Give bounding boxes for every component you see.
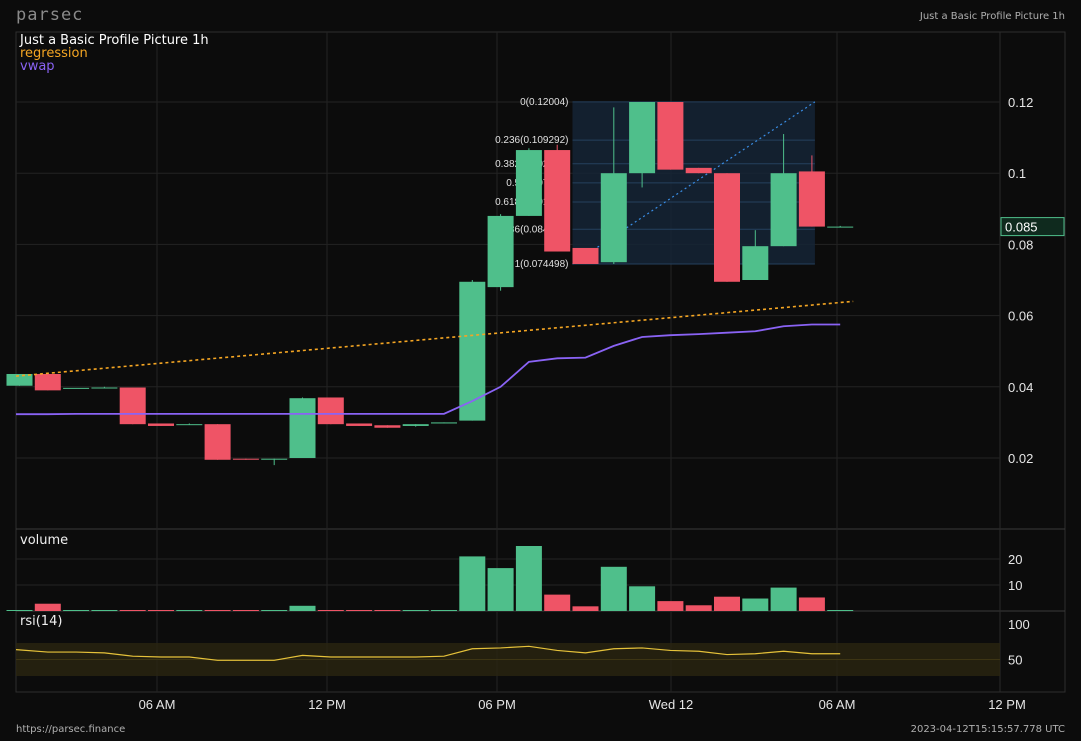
- y-tick-label: 0.12: [1008, 95, 1033, 110]
- chart-legend: Just a Basic Profile Picture 1h regressi…: [20, 34, 209, 73]
- volume-bar: [770, 587, 797, 611]
- volume-bar: [176, 610, 203, 611]
- candle-body: [232, 458, 259, 460]
- volume-bar: [148, 610, 174, 611]
- volume-bar: [742, 598, 769, 611]
- volume-bar: [91, 610, 118, 611]
- candle-body: [714, 173, 740, 282]
- volume-bar: [657, 601, 684, 611]
- fib-level-label: 0.236(0.109292): [495, 135, 568, 146]
- y-tick-label: 0.08: [1008, 237, 1033, 252]
- footer-timestamp: 2023-04-12T15:15:57.778 UTC: [910, 724, 1065, 735]
- volume-bar: [798, 597, 825, 611]
- volume-bar: [289, 605, 316, 611]
- candle-body: [685, 167, 712, 174]
- volume-bar: [374, 610, 401, 611]
- fib-level-label: 0(0.12004): [520, 97, 568, 108]
- current-price-tag: [1000, 217, 1065, 237]
- candle-body: [629, 102, 656, 174]
- volume-tick-label: 10: [1008, 578, 1022, 593]
- candle-body: [34, 373, 61, 391]
- volume-bar: [34, 603, 61, 611]
- candle-body: [459, 281, 486, 421]
- y-tick-label: 0.04: [1008, 380, 1033, 395]
- volume-bar: [515, 546, 542, 611]
- vwap-line: [16, 323, 841, 416]
- candle-body: [374, 425, 401, 428]
- rsi-tick-label: 50: [1008, 653, 1022, 668]
- volume-bar: [119, 610, 146, 611]
- y-tick-label: 0.1: [1008, 166, 1026, 181]
- y-tick-label: 0.06: [1008, 309, 1033, 324]
- candle-body: [827, 226, 854, 228]
- candle-body: [431, 422, 457, 424]
- candle-body: [317, 397, 344, 425]
- candle-body: [6, 373, 33, 386]
- volume-bar: [459, 556, 486, 611]
- legend-vwap[interactable]: vwap: [20, 59, 55, 74]
- volume-bar: [261, 610, 288, 611]
- volume-bar: [317, 610, 344, 611]
- x-tick-label: 06 PM: [478, 697, 516, 712]
- candle-body: [657, 102, 684, 170]
- volume-bar: [572, 606, 599, 611]
- volume-bar: [431, 610, 457, 611]
- volume-bar: [629, 586, 656, 611]
- footer-url[interactable]: https://parsec.finance: [16, 724, 126, 735]
- legend-title: Just a Basic Profile Picture 1h: [20, 33, 209, 48]
- parsec-logo[interactable]: parsec: [16, 5, 84, 25]
- legend-regression[interactable]: regression: [20, 46, 88, 61]
- y-tick-label: 0.02: [1008, 451, 1033, 466]
- chart-frame: [15, 31, 1066, 693]
- candle-body: [346, 423, 373, 426]
- volume-bar: [63, 610, 90, 611]
- fib-level-label: 0.786(0.084244): [495, 224, 568, 235]
- candle-body: [572, 247, 599, 264]
- fib-trend-line: [572, 101, 816, 265]
- candle-body: [289, 398, 316, 458]
- x-tick-label: 12 PM: [308, 697, 346, 712]
- volume-bar: [827, 610, 854, 611]
- volume-tick-label: 20: [1008, 552, 1022, 567]
- candle-body: [487, 215, 514, 288]
- rsi-line: [15, 645, 841, 661]
- candle-body: [148, 423, 174, 426]
- x-tick-label: 06 AM: [819, 697, 856, 712]
- volume-panel-label: volume: [20, 533, 69, 548]
- candle-body: [798, 171, 825, 227]
- candle-body: [770, 173, 797, 247]
- volume-bar: [600, 566, 627, 611]
- candle-body: [176, 424, 203, 426]
- volume-bar: [544, 594, 571, 611]
- candle-body: [515, 150, 542, 216]
- volume-bar: [402, 610, 429, 611]
- regression-line: [15, 300, 854, 377]
- x-tick-label: Wed 12: [649, 697, 694, 712]
- candle-body: [402, 424, 429, 426]
- candle-body: [119, 387, 146, 425]
- fib-level-label: 1(0.074498): [515, 259, 569, 270]
- volume-bar: [346, 610, 373, 611]
- rsi-panel-label: rsi(14): [20, 614, 63, 629]
- volume-bar: [685, 605, 712, 611]
- x-tick-label: 12 PM: [988, 697, 1026, 712]
- candle-body: [742, 246, 769, 280]
- volume-bar: [714, 596, 740, 611]
- chart-title: Just a Basic Profile Picture 1h: [919, 11, 1065, 22]
- candle-body: [91, 387, 118, 389]
- volume-bar: [6, 610, 33, 611]
- x-tick-label: 06 AM: [139, 697, 176, 712]
- candle-body: [544, 150, 571, 252]
- candle-body: [63, 387, 90, 389]
- candle-body: [204, 424, 231, 460]
- rsi-tick-label: 100: [1008, 617, 1030, 632]
- current-price-value: 0.085: [1005, 220, 1038, 235]
- volume-bar: [232, 610, 259, 611]
- candle-body: [600, 173, 627, 263]
- volume-bar: [487, 568, 514, 611]
- candle-body: [261, 458, 288, 460]
- volume-bar: [204, 610, 231, 611]
